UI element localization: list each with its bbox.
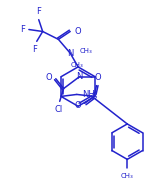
Text: Cl: Cl [55, 105, 63, 114]
Text: F: F [32, 45, 37, 54]
Text: F: F [36, 7, 41, 16]
Text: N: N [76, 72, 82, 81]
Text: O: O [74, 101, 81, 110]
Text: F: F [20, 25, 25, 34]
Text: N: N [67, 49, 73, 58]
Text: CH₃: CH₃ [121, 173, 134, 179]
Text: NH: NH [82, 90, 94, 99]
Text: CH₃: CH₃ [80, 48, 93, 54]
Text: CH₃: CH₃ [71, 62, 84, 68]
Text: O: O [74, 27, 81, 36]
Text: O: O [45, 73, 52, 82]
Text: O: O [94, 73, 101, 82]
Text: S: S [92, 92, 97, 101]
